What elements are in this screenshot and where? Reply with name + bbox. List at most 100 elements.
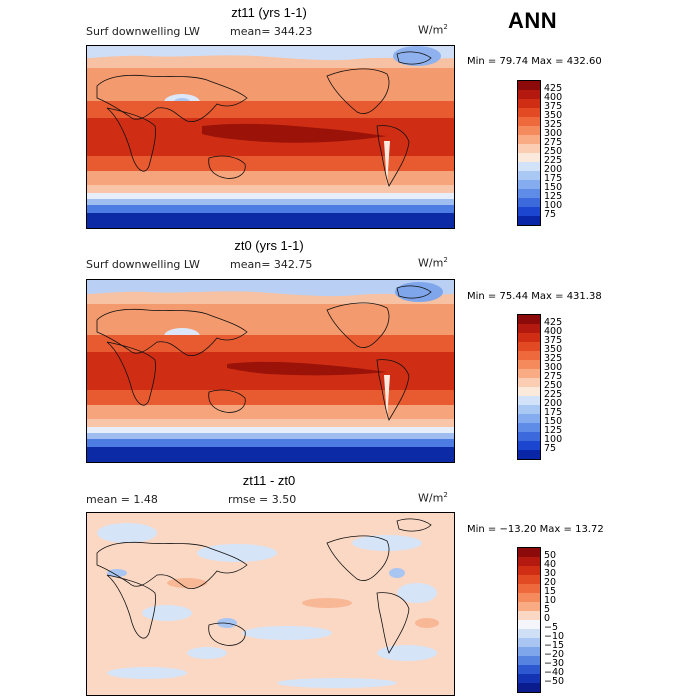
colorbar-label: 250 [544,146,563,157]
colorbar-label: 225 [544,155,563,166]
colorbar-swatch [518,162,540,171]
colorbar-label: 400 [544,92,563,103]
colorbar-swatch [518,575,540,584]
colorbar-swatch [518,396,540,405]
colorbar-swatch [518,351,540,360]
colorbar-swatch [518,665,540,674]
colorbar-swatch [518,324,540,333]
colorbar-swatch [518,683,540,692]
colorbar-label: 325 [544,353,563,364]
colorbar-swatch [518,423,540,432]
panel-1-map-graphic [87,46,454,228]
panel-1-variable: Surf downwelling LW [86,25,200,38]
colorbar-label: 0 [544,613,551,624]
colorbar-swatch [518,216,540,225]
colorbar-swatch [518,81,540,90]
panel-1-colorbar [517,80,541,226]
colorbar-swatch [518,638,540,647]
panel-1-map [86,45,455,229]
colorbar-label: −10 [544,631,565,642]
panel-3-rmse: rmse = 3.50 [228,493,297,506]
colorbar-label: 325 [544,119,563,130]
colorbar-label: 150 [544,416,563,427]
colorbar-label: 75 [544,209,557,220]
colorbar-swatch [518,647,540,656]
colorbar-label: 175 [544,407,563,418]
panel-1-minmax: Min = 79.74 Max = 432.60 [467,56,602,67]
colorbar-swatch [518,90,540,99]
colorbar-label: 350 [544,344,563,355]
colorbar-label: 400 [544,326,563,337]
colorbar-swatch [518,450,540,459]
colorbar-label: 225 [544,389,563,400]
colorbar-swatch [518,566,540,575]
colorbar-label: 30 [544,568,557,579]
colorbar-swatch [518,144,540,153]
panel-3-units: W/m2 [418,491,448,505]
colorbar-label: 15 [544,586,557,597]
colorbar-swatch [518,108,540,117]
colorbar-swatch [518,441,540,450]
panel-1-title: zt11 (yrs 1-1) [231,5,307,20]
colorbar-swatch [518,171,540,180]
colorbar-label: 275 [544,137,563,148]
colorbar-label: 5 [544,604,551,615]
colorbar-label: 150 [544,182,563,193]
colorbar-swatch [518,153,540,162]
panel-2-variable: Surf downwelling LW [86,258,200,271]
panel-3-mean: mean = 1.48 [86,493,158,506]
colorbar-label: 425 [544,317,563,328]
colorbar-swatch [518,557,540,566]
colorbar-swatch [518,369,540,378]
panel-2-minmax: Min = 75.44 Max = 431.38 [467,291,602,302]
colorbar-label: 100 [544,434,563,445]
colorbar-swatch [518,126,540,135]
panel-1-units: W/m2 [418,23,448,37]
panel-3-map [86,512,455,696]
colorbar-label: 375 [544,101,563,112]
colorbar-swatch [518,432,540,441]
colorbar-label: 300 [544,362,563,373]
colorbar-label: 250 [544,380,563,391]
colorbar-label: 175 [544,173,563,184]
colorbar-swatch [518,620,540,629]
colorbar-swatch [518,342,540,351]
colorbar-swatch [518,629,540,638]
colorbar-label: 10 [544,595,557,606]
colorbar-swatch [518,315,540,324]
colorbar-label: 40 [544,559,557,570]
colorbar-swatch [518,207,540,216]
colorbar-swatch [518,135,540,144]
colorbar-swatch [518,360,540,369]
panel-2-units: W/m2 [418,256,448,270]
colorbar-label: −40 [544,667,565,678]
colorbar-swatch [518,656,540,665]
colorbar-swatch [518,333,540,342]
colorbar-label: 75 [544,443,557,454]
colorbar-label: 375 [544,335,563,346]
colorbar-swatch [518,602,540,611]
panel-2-title: zt0 (yrs 1-1) [234,238,304,253]
colorbar-swatch [518,414,540,423]
colorbar-swatch [518,378,540,387]
colorbar-label: 275 [544,371,563,382]
colorbar-label: 50 [544,550,557,561]
colorbar-swatch [518,584,540,593]
colorbar-label: 125 [544,425,563,436]
colorbar-label: 200 [544,398,563,409]
colorbar-swatch [518,387,540,396]
colorbar-label: −30 [544,658,565,669]
colorbar-label: 100 [544,200,563,211]
panel-2-map-graphic [87,280,454,462]
colorbar-swatch [518,674,540,683]
panel-1-mean: mean= 344.23 [230,25,313,38]
colorbar-label: −20 [544,649,565,660]
panel-3-colorbar [517,547,541,693]
panel-3-title: zt11 - zt0 [242,473,296,488]
colorbar-swatch [518,198,540,207]
colorbar-swatch [518,405,540,414]
panel-2-map [86,279,455,463]
colorbar-swatch [518,180,540,189]
colorbar-label: 350 [544,110,563,121]
colorbar-label: 300 [544,128,563,139]
